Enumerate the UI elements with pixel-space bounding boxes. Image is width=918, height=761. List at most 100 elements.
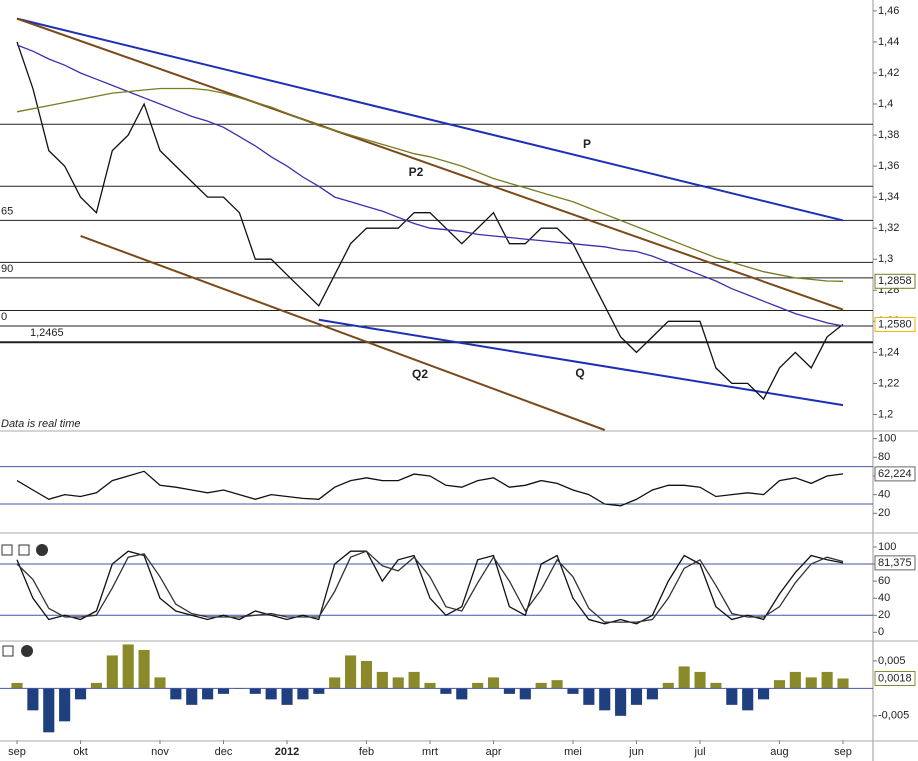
- y-tick-label: 60: [878, 575, 890, 587]
- histogram-bar: [694, 671, 706, 689]
- histogram-bar: [726, 688, 738, 705]
- y-tick-label: 20: [878, 507, 890, 519]
- histogram-bar: [329, 677, 341, 689]
- histogram-bar: [408, 671, 420, 689]
- trend-label: P2: [409, 165, 424, 179]
- trend-line: [16, 17, 844, 222]
- level-label: 0: [1, 311, 7, 323]
- histogram-bar: [313, 688, 325, 694]
- histogram-bar: [662, 682, 674, 689]
- histogram-bar: [456, 688, 468, 700]
- histogram-bar: [345, 655, 357, 689]
- trend-label: Q: [575, 366, 584, 380]
- y-tick-label: 1,36: [878, 160, 899, 172]
- histogram-bar: [154, 677, 166, 689]
- histogram-bar: [837, 678, 849, 689]
- x-tick-label: aug: [770, 746, 788, 758]
- series-line: [16, 550, 844, 625]
- histogram-bar: [170, 688, 182, 700]
- x-tick-label: 2012: [275, 746, 299, 758]
- histogram-bar: [630, 688, 643, 705]
- histogram-bar: [567, 688, 579, 694]
- value-badge: [874, 273, 916, 289]
- trend-line: [16, 17, 844, 311]
- value-badge: [874, 316, 916, 332]
- histogram-bar: [11, 682, 23, 689]
- x-tick-label: nov: [151, 746, 169, 758]
- value-badge-label: 81,375: [878, 557, 912, 569]
- histogram-bar: [742, 688, 754, 711]
- y-tick-label: 1,42: [878, 67, 899, 79]
- histogram-bar: [297, 688, 309, 700]
- x-tick-label: jul: [694, 746, 706, 758]
- histogram-bar: [74, 688, 87, 700]
- histogram-bar: [487, 677, 500, 689]
- x-tick-label: sep: [8, 746, 26, 758]
- level-label: 1,2465: [30, 327, 64, 339]
- value-badge: [874, 466, 916, 482]
- histogram-bar: [440, 688, 452, 694]
- x-tick-label: sep: [834, 746, 852, 758]
- tool-icon[interactable]: [1, 544, 13, 556]
- value-badge: [874, 670, 916, 686]
- histogram-bar: [265, 688, 277, 700]
- y-tick-label: 1,24: [878, 346, 899, 358]
- histogram-bar: [90, 682, 102, 689]
- histogram-bar: [551, 680, 563, 689]
- histogram-bar: [678, 666, 690, 689]
- y-tick-label: 100: [878, 541, 896, 553]
- y-tick-label: 1,22: [878, 377, 899, 389]
- y-tick-label: 0,005: [878, 655, 906, 667]
- x-tick-label: jun: [628, 746, 644, 758]
- trend-label: Q2: [412, 367, 428, 381]
- value-badge-label: 1,2580: [878, 318, 912, 330]
- trend-label: P: [583, 137, 591, 151]
- histogram-bar: [646, 688, 658, 700]
- histogram-bar: [503, 688, 515, 694]
- y-tick-label: 1,4: [878, 98, 893, 110]
- histogram-bar: [106, 655, 118, 689]
- histogram-bar: [424, 682, 436, 689]
- histogram-bar: [59, 688, 71, 722]
- histogram-bar: [27, 688, 39, 711]
- x-tick-label: okt: [73, 746, 88, 758]
- trend-line: [80, 235, 606, 431]
- y-tick-label: 1,46: [878, 5, 899, 17]
- histogram-bar: [249, 688, 261, 694]
- value-badge-label: 1,2858: [878, 275, 912, 287]
- level-label: 65: [1, 205, 13, 217]
- histogram-bar: [805, 677, 817, 689]
- y-tick-label: 100: [878, 433, 896, 445]
- close-icon[interactable]: [36, 544, 48, 556]
- series-line: [16, 550, 844, 623]
- histogram-bar: [535, 682, 547, 689]
- y-tick-label: 1,2: [878, 408, 893, 420]
- note: Data is real time: [1, 418, 80, 430]
- panel-icons: [1, 544, 48, 657]
- y-tick-label: -0,005: [878, 710, 909, 722]
- y-tick-label: 1,3: [878, 253, 893, 265]
- histogram-bar: [186, 688, 198, 705]
- series-line: [16, 87, 844, 282]
- histogram-bar: [281, 688, 293, 705]
- window-icon[interactable]: [18, 544, 30, 556]
- series-line: [16, 470, 844, 507]
- value-badge: [874, 555, 916, 571]
- histogram-bar: [821, 671, 833, 689]
- y-tick-label: 1,44: [878, 36, 899, 48]
- histogram-bar: [472, 682, 484, 689]
- level-label: 90: [1, 263, 13, 275]
- window-icon[interactable]: [2, 645, 14, 657]
- y-tick-label: 1,34: [878, 191, 899, 203]
- histogram-bar: [583, 688, 595, 705]
- histogram-bar: [758, 688, 770, 700]
- close-icon[interactable]: [21, 645, 33, 657]
- histogram-bar: [392, 677, 404, 689]
- histogram-bar: [789, 671, 801, 689]
- value-badge-label: 62,224: [878, 468, 912, 480]
- y-tick-label: 1,38: [878, 129, 899, 141]
- y-tick-label: 0: [878, 626, 884, 638]
- x-tick-label: mrt: [422, 746, 438, 758]
